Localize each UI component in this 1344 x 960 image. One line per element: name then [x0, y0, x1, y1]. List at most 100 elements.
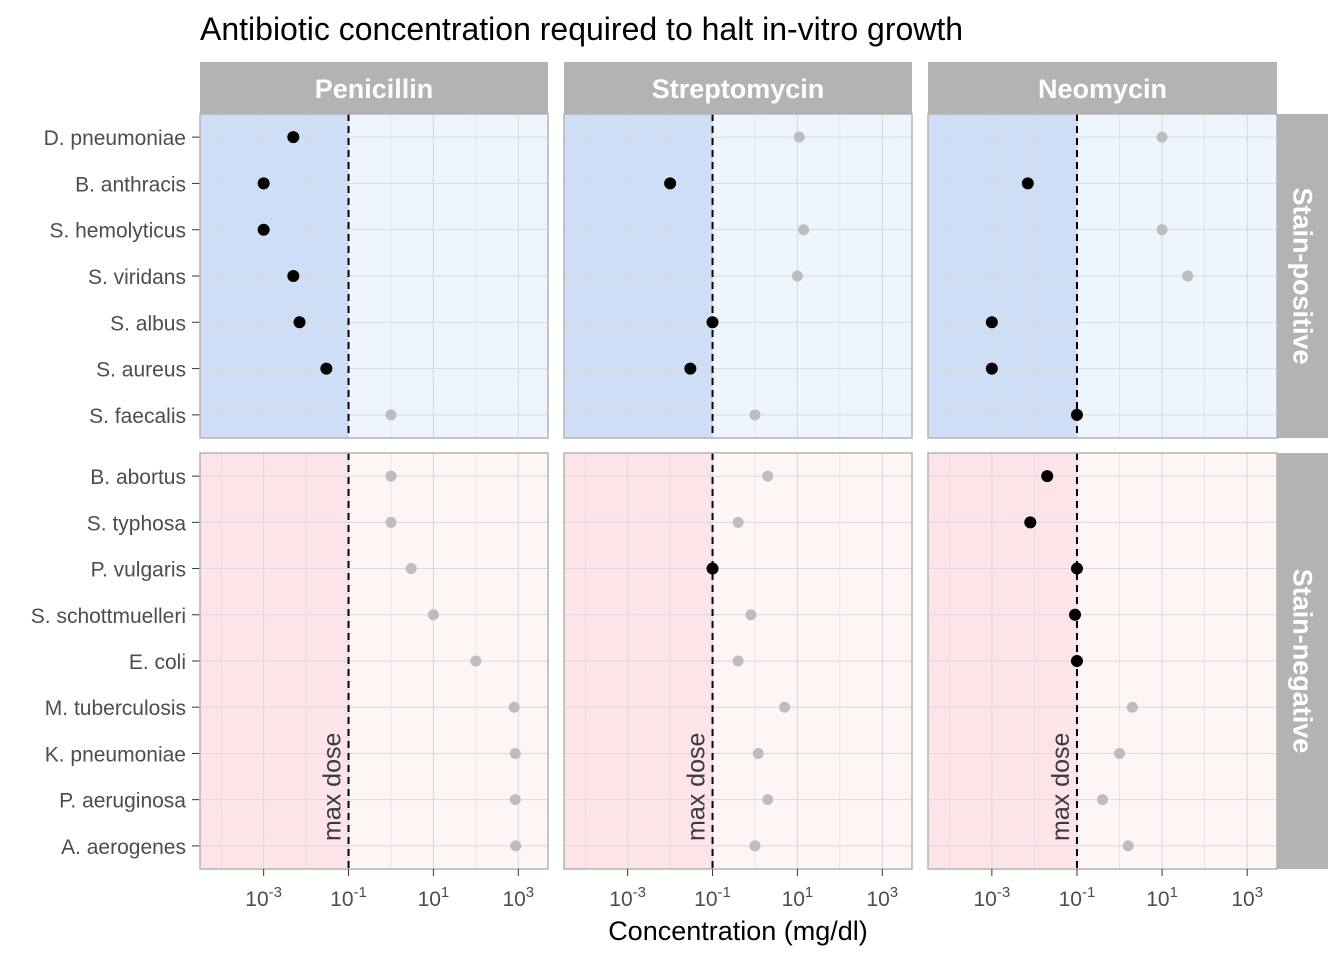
data-point-a-aerogenes	[1122, 840, 1134, 852]
y-tick-label-p-aeruginosa: P. aeruginosa	[59, 790, 186, 813]
x-tick-label: 103	[1231, 884, 1263, 911]
data-point-s-aureus	[684, 362, 697, 375]
y-tick-label-s-viridans: S. viridans	[88, 266, 186, 289]
data-point-a-aerogenes	[510, 840, 522, 852]
panels: Penicillin Streptomycin Neomycin Stain-posi…	[31, 62, 1328, 911]
data-point-s-typhosa	[732, 516, 744, 528]
data-point-m-tuberculosis	[508, 701, 520, 713]
data-point-s-schottmuelleri	[745, 609, 757, 621]
y-tick-label-s-aureus: S. aureus	[96, 359, 186, 382]
data-point-e-coli	[470, 655, 482, 667]
data-point-p-aeruginosa	[509, 794, 521, 806]
strip-stain-negative	[1277, 453, 1328, 869]
panel-stain-positive-streptomycin	[563, 113, 913, 439]
data-point-m-tuberculosis	[779, 701, 791, 713]
y-tick-label-e-coli: E. coli	[129, 651, 186, 674]
y-tick-label-s-typhosa: S. typhosa	[87, 512, 187, 535]
strip-penicillin	[200, 62, 548, 114]
data-point-s-albus	[985, 316, 998, 329]
data-point-s-aureus	[320, 362, 333, 375]
panel-border	[927, 113, 1278, 439]
x-tick-label: 101	[782, 884, 814, 911]
max-dose-label: max dose	[319, 733, 347, 841]
y-tick-label-b-abortus: B. abortus	[90, 466, 186, 489]
x-tick-label: 10-1	[1059, 884, 1096, 911]
data-point-b-anthracis	[1021, 177, 1034, 190]
panel-stain-negative-streptomycin: max dose	[563, 452, 913, 870]
x-tick-label: 10-1	[694, 884, 731, 911]
panel-stain-positive-penicillin	[199, 113, 549, 439]
data-point-s-faecalis	[1070, 408, 1083, 421]
y-tick-label-s-schottmuelleri: S. schottmuelleri	[31, 605, 186, 628]
data-point-d-pneumoniae	[793, 131, 805, 143]
data-point-s-typhosa	[1024, 516, 1037, 529]
data-point-a-aerogenes	[749, 840, 761, 852]
data-point-e-coli	[1070, 655, 1083, 667]
panel-border	[927, 452, 1278, 870]
data-point-p-vulgaris	[405, 563, 417, 575]
x-axis-label: Concentration (mg/dl)	[608, 916, 868, 946]
y-tick-label-s-hemolyticus: S. hemolyticus	[49, 220, 186, 243]
x-tick-label: 103	[866, 884, 898, 911]
strip-label-stain-positive: Stain-positive	[1288, 187, 1318, 364]
data-point-p-vulgaris	[1070, 562, 1083, 575]
data-point-p-vulgaris	[706, 562, 719, 575]
strip-label-penicillin: Penicillin	[315, 74, 434, 104]
y-tick-label-a-aerogenes: A. aerogenes	[61, 836, 186, 859]
data-point-s-viridans	[1182, 270, 1194, 282]
data-point-p-aeruginosa	[1097, 794, 1109, 806]
chart-title: Antibiotic concentration required to hal…	[200, 11, 963, 47]
strip-streptomycin	[564, 62, 912, 114]
panel-stain-negative-penicillin: max dose	[199, 452, 549, 870]
strip-stain-positive	[1277, 114, 1328, 438]
data-point-b-anthracis	[257, 177, 270, 190]
data-point-d-pneumoniae	[287, 131, 300, 144]
data-point-b-abortus	[762, 470, 774, 482]
y-tick-label-m-tuberculosis: M. tuberculosis	[45, 697, 186, 720]
panel-border	[563, 452, 913, 870]
data-point-s-albus	[706, 316, 719, 329]
data-point-s-albus	[293, 316, 306, 329]
data-point-s-faecalis	[385, 409, 397, 421]
strip-label-streptomycin: Streptomycin	[652, 74, 825, 104]
panel-border	[199, 113, 549, 439]
data-point-s-hemolyticus	[257, 223, 270, 236]
strip-neomycin	[928, 62, 1277, 114]
x-tick-label: 10-3	[973, 884, 1010, 911]
y-tick-label-b-anthracis: B. anthracis	[75, 173, 186, 196]
data-point-s-viridans	[791, 270, 803, 282]
max-dose-label: max dose	[683, 733, 711, 841]
y-tick-label-s-albus: S. albus	[110, 312, 186, 335]
panel-stain-positive-neomycin	[927, 113, 1278, 439]
data-point-k-pneumoniae	[752, 747, 764, 759]
panel-stain-negative-neomycin: max dose	[927, 452, 1278, 870]
data-point-m-tuberculosis	[1126, 701, 1138, 713]
data-point-p-aeruginosa	[762, 794, 774, 806]
data-point-b-abortus	[385, 470, 397, 482]
data-point-k-pneumoniae	[509, 747, 521, 759]
data-point-s-typhosa	[385, 516, 397, 528]
x-tick-label: 10-3	[609, 884, 646, 911]
x-tick-label: 103	[502, 884, 534, 911]
data-point-s-schottmuelleri	[1069, 608, 1082, 621]
data-point-s-faecalis	[749, 409, 761, 421]
x-tick-label: 101	[1146, 884, 1178, 911]
x-tick-label: 10-1	[330, 884, 367, 911]
panel-border	[563, 113, 913, 439]
data-point-b-abortus	[1041, 470, 1054, 483]
data-point-s-viridans	[287, 270, 300, 282]
data-point-k-pneumoniae	[1114, 747, 1126, 759]
data-point-b-anthracis	[664, 177, 677, 190]
data-point-e-coli	[732, 655, 744, 667]
strip-label-stain-negative: Stain-negative	[1288, 569, 1318, 754]
y-tick-label-k-pneumoniae: K. pneumoniae	[45, 743, 186, 766]
y-tick-label-p-vulgaris: P. vulgaris	[91, 559, 186, 582]
data-point-s-hemolyticus	[798, 224, 810, 236]
y-tick-label-d-pneumoniae: D. pneumoniae	[44, 127, 186, 150]
strip-label-neomycin: Neomycin	[1038, 74, 1167, 104]
data-point-s-schottmuelleri	[427, 609, 439, 621]
data-point-s-hemolyticus	[1156, 224, 1168, 236]
panel-border	[199, 452, 549, 870]
x-tick-label: 10-3	[245, 884, 282, 911]
data-point-s-aureus	[985, 362, 998, 375]
